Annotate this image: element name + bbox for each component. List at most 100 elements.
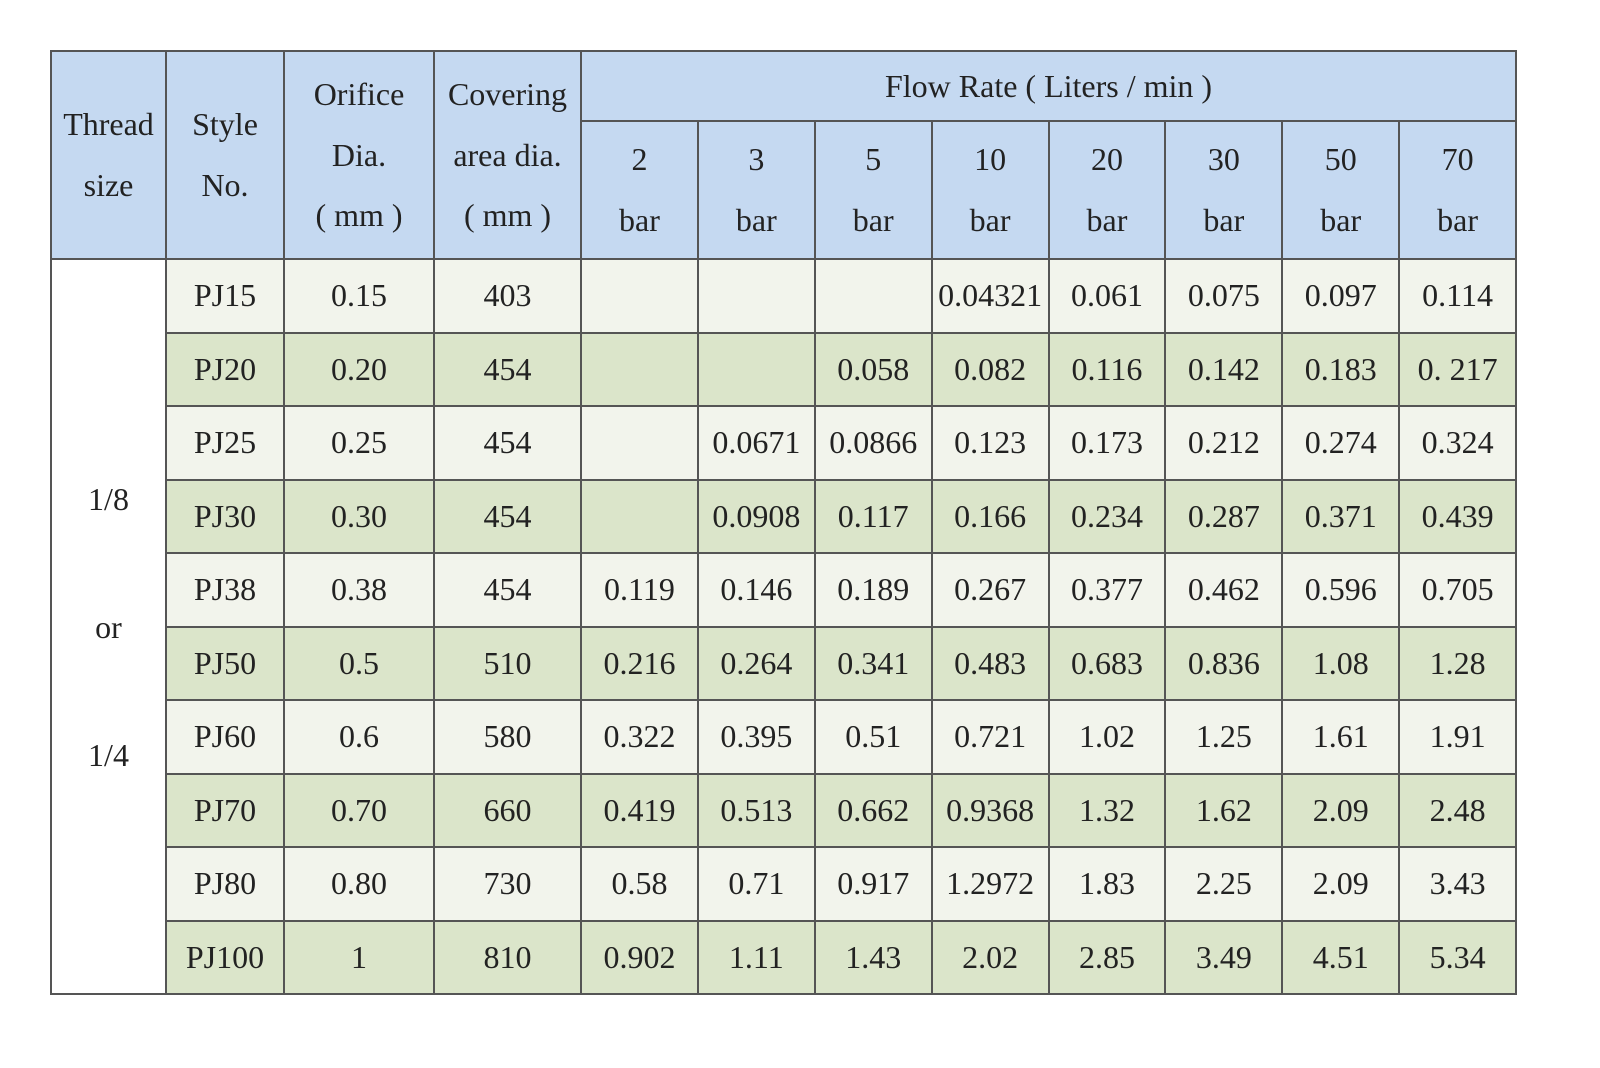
table-cell: 1.2972: [930, 846, 1050, 922]
table-cell: 0. 217: [1398, 331, 1517, 407]
cell-line: ( mm ): [315, 197, 403, 234]
table-cell: PJ100: [165, 919, 285, 995]
table-cell: 0.5: [283, 625, 435, 701]
header-cell: 70 bar: [1398, 120, 1517, 260]
table-cell: 0.51: [813, 699, 933, 775]
table-row: PJ30 0.30 454 0.0908 0.117 0.166 0.234 0.287 0.3…: [51, 478, 1517, 554]
table-cell: 5.34: [1398, 919, 1517, 995]
thread-size-cell: 1/8 or 1/4: [50, 258, 167, 995]
table-cell: 0.274: [1281, 405, 1401, 481]
table-row: PJ70 0.70 660 0.419 0.513 0.662 0.9368 1.32 1.62…: [51, 772, 1517, 848]
table-cell: 0.212: [1164, 405, 1284, 481]
cell-line: Dia.: [331, 136, 387, 173]
table-cell: PJ38: [165, 552, 285, 628]
header-cell: 30 bar: [1164, 120, 1284, 260]
table-cell: 454: [433, 552, 582, 628]
header-cell: 10 bar: [930, 120, 1050, 260]
table-row: PJ60 0.6 580 0.322 0.395 0.51 0.721 1.02 1.25 1.6…: [51, 699, 1517, 775]
table-cell: [696, 331, 816, 407]
cell-line: 1/8: [88, 480, 129, 517]
table-cell: [580, 258, 699, 334]
table-cell: 0.462: [1164, 552, 1284, 628]
table-cell: 0.0866: [813, 405, 933, 481]
cell-line: bar: [1203, 202, 1245, 238]
cell-line: bar: [619, 202, 660, 238]
table-cell: PJ20: [165, 331, 285, 407]
table-cell: 3.49: [1164, 919, 1284, 995]
table-cell: 510: [433, 625, 582, 701]
header-cell: Covering area dia. ( mm ): [433, 50, 582, 260]
table-cell: 0.6: [283, 699, 435, 775]
header-cell: Flow Rate ( Liters / min ): [580, 50, 1517, 122]
table-cell: 0.322: [580, 699, 699, 775]
table-cell: 0.061: [1047, 258, 1167, 334]
table-cell: 1.08: [1281, 625, 1401, 701]
cell-line: Thread: [63, 106, 154, 143]
header-cell: 50 bar: [1281, 120, 1401, 260]
flow-table: Thread size Style No. Orifice Dia. ( mm ) Co…: [50, 50, 1517, 995]
table-cell: 1: [283, 919, 435, 995]
table-cell: 2.09: [1281, 846, 1401, 922]
cell-line: Style: [192, 106, 258, 143]
table-cell: 0.287: [1164, 478, 1284, 554]
table-cell: 0.683: [1047, 625, 1167, 701]
table-row: PJ25 0.25 454 0.0671 0.0866 0.123 0.173 0.212 0.…: [51, 405, 1517, 481]
header-cell: 2 bar: [580, 120, 699, 260]
table-cell: 0.114: [1398, 258, 1517, 334]
cell-line: 70: [1441, 141, 1474, 178]
header-cell: Thread size: [50, 50, 167, 260]
table-cell: 1.61: [1281, 699, 1401, 775]
cell-line: Covering: [447, 75, 568, 112]
table-cell: 0.166: [930, 478, 1050, 554]
table-cell: 0.04321: [930, 258, 1050, 334]
table-cell: 0.146: [696, 552, 816, 628]
table-cell: [580, 405, 699, 481]
table-cell: 1.62: [1164, 772, 1284, 848]
cell-line: bar: [1320, 202, 1362, 238]
table-cell: 0.721: [930, 699, 1050, 775]
table-cell: 0.324: [1398, 405, 1517, 481]
header-cell: 20 bar: [1047, 120, 1167, 260]
cell-line: 3: [748, 141, 765, 178]
table-cell: 0.917: [813, 846, 933, 922]
table-cell: 0.082: [930, 331, 1050, 407]
cell-line: size: [83, 167, 134, 203]
cell-line: ( mm ): [463, 197, 552, 234]
cell-line: 5: [865, 141, 882, 178]
table-cell: 0.173: [1047, 405, 1167, 481]
table-cell: PJ60: [165, 699, 285, 775]
table-cell: PJ70: [165, 772, 285, 848]
cell-line: bar: [1086, 202, 1128, 238]
table-cell: 810: [433, 919, 582, 995]
table-cell: 0.341: [813, 625, 933, 701]
table-cell: 2.85: [1047, 919, 1167, 995]
table-cell: 0.419: [580, 772, 699, 848]
table-cell: 454: [433, 331, 582, 407]
table-cell: 0.395: [696, 699, 816, 775]
table-cell: PJ25: [165, 405, 285, 481]
table-cell: 0.70: [283, 772, 435, 848]
table-cell: 3.43: [1398, 846, 1517, 922]
table-cell: 1.91: [1398, 699, 1517, 775]
header-cell: Orifice Dia. ( mm ): [283, 50, 435, 260]
cell-line: 2: [631, 141, 648, 178]
table-cell: 1.02: [1047, 699, 1167, 775]
cell-line: 1/4: [88, 736, 129, 773]
table-cell: 2.25: [1164, 846, 1284, 922]
table-cell: 0.371: [1281, 478, 1401, 554]
table-cell: PJ80: [165, 846, 285, 922]
table-cell: [696, 258, 816, 334]
cell-line: Orifice: [313, 75, 405, 112]
table-cell: 0.483: [930, 625, 1050, 701]
table-cell: 0.71: [696, 846, 816, 922]
table-cell: 1.25: [1164, 699, 1284, 775]
table-cell: 0.183: [1281, 331, 1401, 407]
table-cell: 0.836: [1164, 625, 1284, 701]
table-cell: 0.0671: [696, 405, 816, 481]
table-cell: 4.51: [1281, 919, 1401, 995]
table-cell: 454: [433, 478, 582, 554]
cell-line: bar: [852, 202, 894, 238]
header-cell: Style No.: [165, 50, 285, 260]
cell-line: bar: [1437, 202, 1478, 238]
table-cell: 0.075: [1164, 258, 1284, 334]
